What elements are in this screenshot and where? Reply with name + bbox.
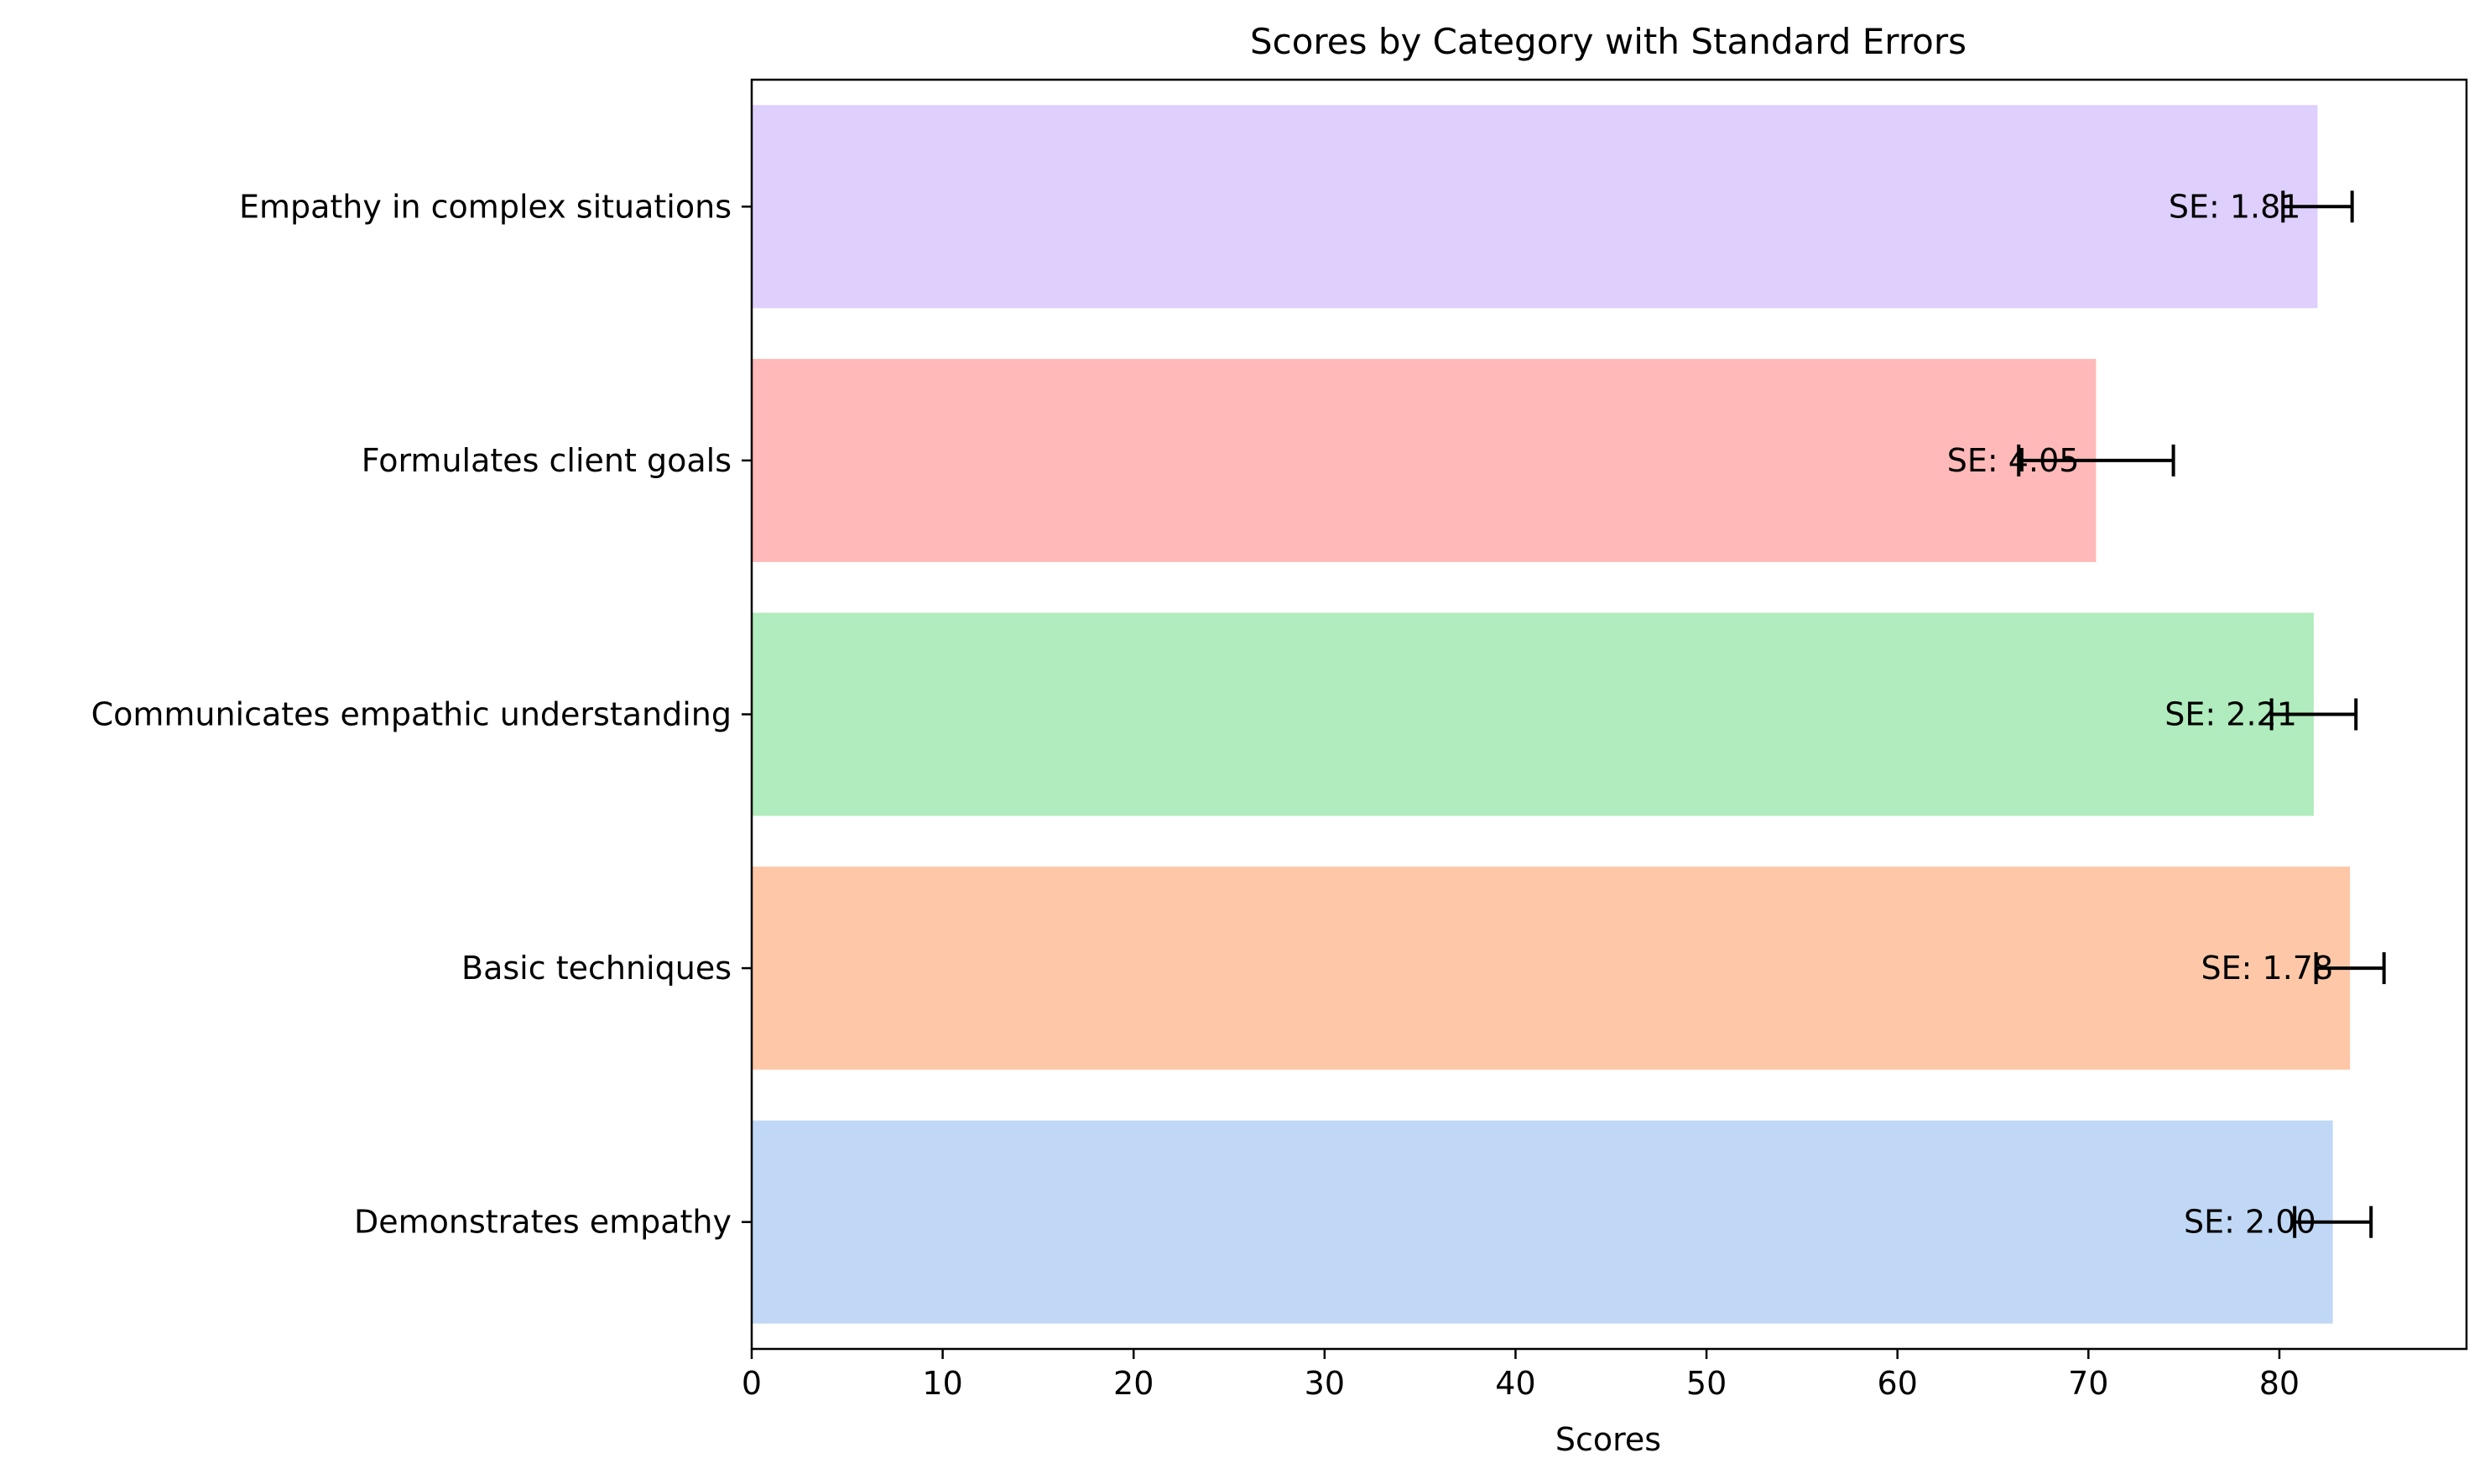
x-tick-label: 10 [922,1365,962,1402]
x-tick-label: 40 [1495,1365,1535,1402]
error-bar [2017,444,2175,476]
y-tick-label: Communicates empathic understanding [91,696,732,733]
y-tick-label: Empathy in complex situations [239,188,732,225]
bar [752,358,2097,562]
se-label: SE: 2.21 [2164,696,2297,733]
x-tick-label: 70 [2068,1365,2108,1402]
x-tick-label: 30 [1305,1365,1345,1402]
x-tick-label: 80 [2259,1365,2300,1402]
x-tick-label: 0 [742,1365,762,1402]
error-bar [2269,698,2358,731]
error-bar [2314,952,2386,985]
x-tick-label: 60 [1878,1365,1918,1402]
x-tick-label: 50 [1686,1365,1727,1402]
x-tick-label: 20 [1113,1365,1154,1402]
se-labels-layer: SE: 2.00 SE: 1.78 SE: 2.21 SE: 4.05 SE: 1.81 [1947,188,2333,1240]
y-tick-label: Basic techniques [461,950,732,987]
se-label: SE: 2.00 [2184,1204,2316,1241]
bars-layer [752,105,2351,1324]
y-tick-label: Demonstrates empathy [354,1204,732,1241]
se-label: SE: 4.05 [1947,442,2080,479]
bar [752,612,2314,816]
bar [752,105,2318,309]
error-bars-layer [2017,190,2386,1238]
bar [752,1120,2333,1324]
error-bar [2293,1205,2373,1238]
se-label: SE: 1.78 [2201,950,2334,987]
x-axis-ticks: 0 10 20 30 40 50 60 70 80 [742,1349,2300,1402]
y-tick-label: Formulates client goals [362,442,732,479]
bar [752,867,2351,1070]
se-label: SE: 1.81 [2169,188,2301,225]
x-axis-label: Scores [1555,1421,1661,1458]
chart-title: Scores by Category with Standard Errors [1250,21,1966,62]
y-axis-ticks: Demonstrates empathy Basic techniques Comm… [91,188,752,1241]
error-bar [2281,190,2354,223]
